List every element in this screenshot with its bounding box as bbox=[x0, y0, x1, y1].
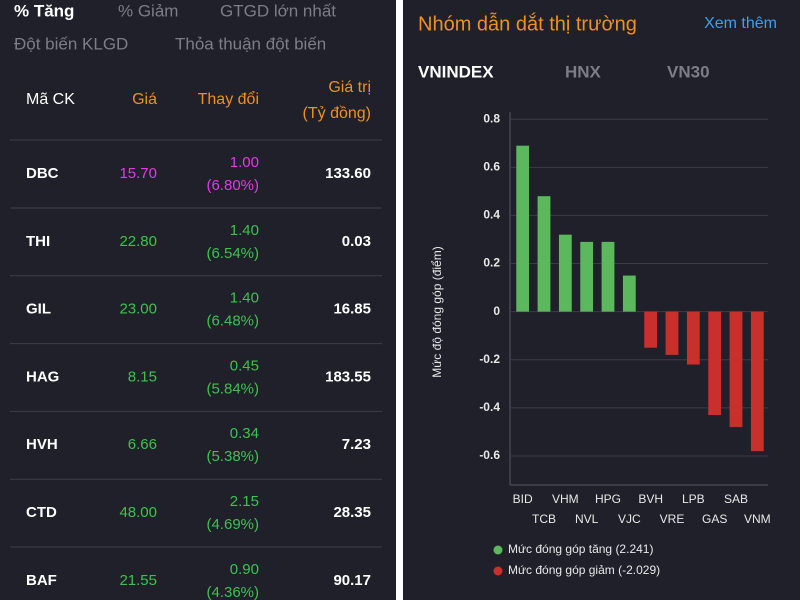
bar bbox=[686, 311, 700, 365]
x-tick-label: TCB bbox=[532, 512, 556, 526]
stock-code[interactable]: HVH bbox=[26, 436, 58, 453]
tab[interactable]: % Giảm bbox=[118, 1, 178, 20]
trade-value: 133.60 bbox=[325, 165, 371, 182]
y-tick-label: 0 bbox=[493, 304, 500, 318]
y-tick-label: 0.8 bbox=[483, 111, 500, 125]
stock-code[interactable]: BAF bbox=[26, 572, 57, 589]
trade-value: 7.23 bbox=[342, 436, 371, 453]
change: 1.40 bbox=[230, 290, 259, 307]
x-tick-label: HPG bbox=[595, 492, 621, 506]
trade-value: 90.17 bbox=[333, 572, 371, 589]
table-header: (Tỷ đồng) bbox=[303, 105, 371, 122]
y-tick-label: -0.4 bbox=[479, 400, 500, 414]
change-pct: (4.69%) bbox=[206, 516, 259, 533]
table-header: Mã CK bbox=[26, 91, 75, 108]
y-tick-label: -0.2 bbox=[479, 352, 500, 366]
index-tab[interactable]: VN30 bbox=[667, 62, 710, 81]
change: 0.90 bbox=[230, 561, 259, 578]
x-tick-label: VRE bbox=[660, 512, 685, 526]
y-tick-label: -0.6 bbox=[479, 448, 500, 462]
bar bbox=[708, 311, 722, 416]
trade-value: 16.85 bbox=[333, 301, 371, 318]
change: 1.40 bbox=[230, 222, 259, 239]
y-tick-label: 0.2 bbox=[483, 256, 500, 270]
change-pct: (5.38%) bbox=[206, 448, 259, 465]
x-tick-label: VNM bbox=[744, 512, 771, 526]
bar bbox=[750, 311, 764, 452]
x-tick-label: VJC bbox=[618, 512, 641, 526]
trade-value: 28.35 bbox=[333, 504, 371, 521]
price: 48.00 bbox=[119, 504, 157, 521]
price: 15.70 bbox=[119, 165, 157, 182]
x-tick-label: SAB bbox=[724, 492, 748, 506]
change: 1.00 bbox=[230, 154, 259, 171]
change: 0.34 bbox=[230, 425, 259, 442]
bar bbox=[622, 275, 636, 312]
price: 8.15 bbox=[128, 368, 157, 385]
legend-marker bbox=[493, 545, 503, 555]
x-tick-label: BVH bbox=[638, 492, 663, 506]
tab[interactable]: GTGD lớn nhất bbox=[220, 1, 336, 20]
bar bbox=[516, 145, 530, 312]
tab[interactable]: Thỏa thuận đột biến bbox=[175, 34, 326, 53]
stock-code[interactable]: THI bbox=[26, 233, 50, 250]
x-tick-label: LPB bbox=[682, 492, 705, 506]
left-panel-bg bbox=[0, 0, 396, 600]
table-header: Giá bbox=[132, 91, 157, 108]
change-pct: (4.36%) bbox=[206, 584, 259, 600]
stock-code[interactable]: DBC bbox=[26, 165, 59, 182]
legend-label: Mức đóng góp tăng (2.241) bbox=[508, 542, 653, 556]
y-tick-label: 0.6 bbox=[483, 159, 500, 173]
bar bbox=[644, 311, 658, 348]
bar bbox=[665, 311, 679, 355]
x-tick-label: GAS bbox=[702, 512, 727, 526]
price: 6.66 bbox=[128, 436, 157, 453]
change: 0.45 bbox=[230, 357, 259, 374]
x-tick-label: NVL bbox=[575, 512, 599, 526]
x-tick-label: VHM bbox=[552, 492, 579, 506]
y-axis-label: Mức độ đóng góp (điểm) bbox=[430, 246, 444, 377]
see-more-link[interactable]: Xem thêm bbox=[704, 15, 777, 32]
bar bbox=[729, 311, 743, 428]
price: 23.00 bbox=[119, 301, 157, 318]
change-pct: (6.54%) bbox=[206, 245, 259, 262]
index-tab[interactable]: HNX bbox=[565, 62, 602, 81]
x-tick-label: BID bbox=[513, 492, 533, 506]
stock-code[interactable]: GIL bbox=[26, 301, 51, 318]
bar bbox=[601, 241, 615, 312]
legend-label: Mức đóng góp giảm (-2.029) bbox=[508, 563, 660, 577]
price: 22.80 bbox=[119, 233, 157, 250]
tab[interactable]: % Tăng bbox=[14, 1, 74, 20]
index-tab[interactable]: VNINDEX bbox=[418, 62, 494, 81]
bar bbox=[537, 196, 551, 312]
bar bbox=[558, 234, 572, 312]
change-pct: (6.80%) bbox=[206, 177, 259, 194]
trade-value: 183.55 bbox=[325, 368, 371, 385]
tab[interactable]: Đột biến KLGD bbox=[14, 34, 128, 53]
legend-marker bbox=[493, 566, 503, 576]
table-header: Thay đổi bbox=[198, 90, 259, 108]
change-pct: (5.84%) bbox=[206, 380, 259, 397]
change-pct: (6.48%) bbox=[206, 313, 259, 330]
bar bbox=[580, 241, 594, 312]
table-header: Giá trị bbox=[328, 79, 371, 96]
trade-value: 0.03 bbox=[342, 233, 371, 250]
stock-code[interactable]: HAG bbox=[26, 368, 59, 385]
price: 21.55 bbox=[119, 572, 157, 589]
right-panel-bg bbox=[403, 0, 800, 600]
change: 2.15 bbox=[230, 493, 259, 510]
panel-title: Nhóm dẫn dắt thị trường bbox=[418, 12, 637, 35]
y-tick-label: 0.4 bbox=[483, 208, 500, 222]
stock-code[interactable]: CTD bbox=[26, 504, 57, 521]
